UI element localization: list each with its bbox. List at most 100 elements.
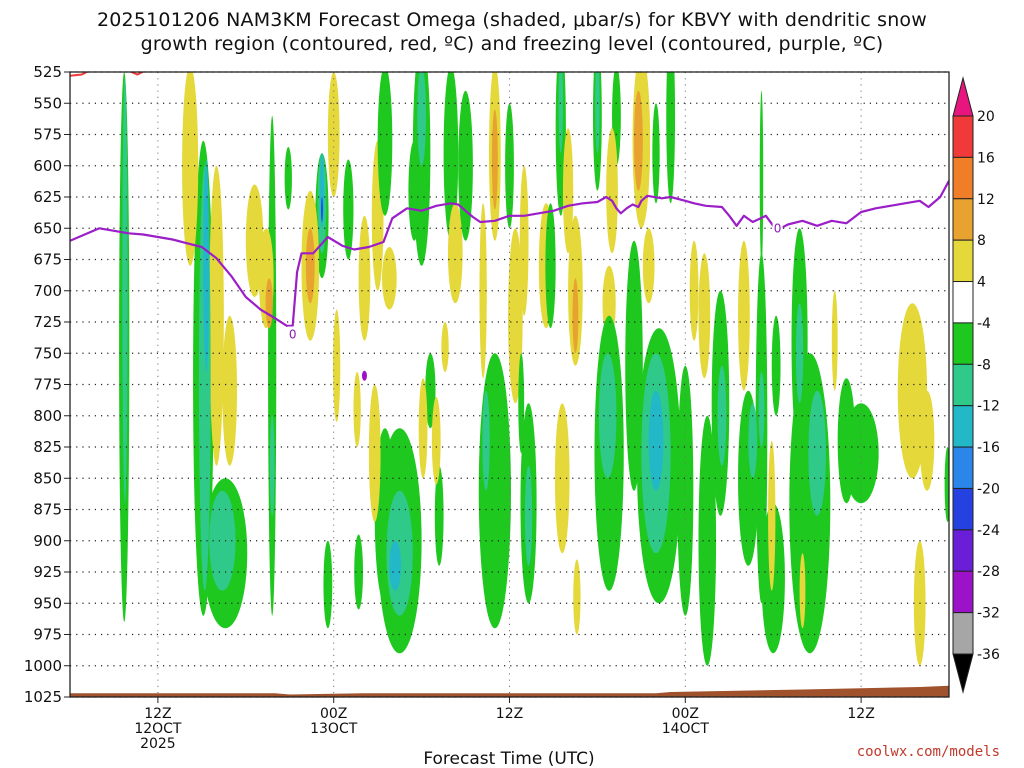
colorbar-band — [952, 239, 974, 283]
colorbar-label: -8 — [977, 357, 991, 373]
omega-region — [652, 103, 660, 204]
omega-region — [491, 109, 498, 210]
y-tick-label: 850 — [33, 469, 62, 487]
colorbar-band — [952, 198, 974, 241]
omega-region — [598, 353, 617, 479]
omega-region — [944, 447, 949, 522]
omega-region — [689, 240, 699, 341]
colorbar-band — [952, 281, 974, 324]
omega-region — [478, 353, 511, 629]
omega-region — [458, 90, 473, 241]
omega-region — [789, 353, 831, 654]
y-tick-label: 600 — [33, 157, 62, 175]
omega-region — [332, 309, 341, 422]
colorbar-label: -4 — [977, 316, 991, 332]
colorbar-band — [952, 529, 974, 572]
omega-region — [269, 415, 275, 516]
omega-region — [377, 72, 393, 216]
omega-shading — [119, 72, 949, 666]
y-tick-label: 800 — [33, 407, 62, 425]
omega-region — [698, 253, 711, 379]
colorbar-label: 16 — [977, 150, 995, 166]
omega-region — [222, 315, 238, 466]
freezing-level-contour — [70, 180, 949, 327]
omega-region — [245, 184, 264, 297]
omega-region — [209, 490, 236, 591]
omega-region — [284, 147, 292, 210]
colorbar-label: -28 — [977, 564, 1000, 580]
y-tick-label: 750 — [33, 344, 62, 362]
colorbar-label: 4 — [977, 275, 986, 291]
colorbar-band — [952, 487, 974, 531]
colorbar-band — [952, 446, 974, 489]
y-tick-label: 650 — [33, 219, 62, 237]
omega-region — [558, 72, 563, 154]
omega-region — [319, 153, 325, 229]
y-tick-label: 625 — [33, 188, 62, 206]
x-axis-title: Forecast Time (UTC) — [423, 749, 594, 768]
omega-region — [666, 72, 676, 204]
y-axis: 525 550 575 600 625 650 675 700 725 750 775 800 825 8… — [24, 63, 70, 706]
y-tick-label: 900 — [33, 532, 62, 550]
y-tick-label: 825 — [33, 438, 62, 456]
y-tick-label: 700 — [33, 282, 62, 300]
omega-region — [305, 228, 315, 304]
colorbar-label: 8 — [977, 233, 986, 249]
chart-title-line-1: 2025101206 NAM3KM Forecast Omega (shaded… — [96, 9, 927, 31]
omega-region — [554, 403, 570, 554]
omega-region — [182, 72, 199, 266]
colorbar-band — [952, 156, 974, 200]
y-tick-label: 975 — [33, 626, 62, 644]
y-tick-label: 675 — [33, 251, 62, 269]
colorbar: 20 16 12 8 4 -4 -8 -12 -16 -20 -24 -28 -32 -36 — [952, 76, 1000, 694]
omega-region — [677, 365, 694, 616]
colorbar-band — [952, 405, 974, 448]
ground-terrain — [70, 685, 949, 697]
omega-region — [642, 228, 655, 304]
y-tick-label: 575 — [33, 126, 62, 144]
omega-region — [408, 140, 421, 241]
omega-region — [425, 353, 436, 429]
omega-region — [508, 228, 523, 404]
omega-region — [771, 315, 781, 416]
colorbar-label: 20 — [977, 109, 995, 125]
colorbar-band — [952, 115, 974, 158]
grid — [70, 71, 949, 698]
colorbar-band — [952, 322, 974, 365]
omega-region — [209, 165, 224, 466]
colorbar-label: -12 — [977, 399, 1000, 415]
omega-region — [595, 72, 600, 154]
colorbar-label: 12 — [977, 192, 995, 208]
omega-region — [634, 90, 643, 191]
colorbar-label: -32 — [977, 606, 1000, 622]
omega-region — [361, 370, 367, 381]
x-tick-label: 00Z — [672, 706, 699, 722]
colorbar-band — [952, 363, 974, 407]
omega-region — [799, 553, 806, 629]
omega-region — [606, 128, 618, 254]
credit-text: coolwx.com/models — [857, 744, 1000, 760]
colorbar-band — [952, 653, 974, 694]
y-tick-label: 925 — [33, 563, 62, 581]
x-tick-label: 13OCT — [310, 721, 358, 737]
colorbar-label: -20 — [977, 481, 1000, 497]
y-tick-label: 950 — [33, 594, 62, 612]
omega-region — [353, 372, 361, 447]
omega-region — [831, 290, 838, 391]
omega-region — [919, 390, 935, 491]
y-tick-label: 525 — [33, 63, 62, 81]
colorbar-band — [952, 570, 974, 614]
omega-region — [122, 78, 128, 504]
omega-region — [431, 397, 441, 485]
omega-region — [203, 159, 210, 372]
omega-region — [368, 384, 381, 522]
omega-region — [441, 322, 449, 372]
contours: 00 — [70, 72, 949, 381]
x-tick-label: 12Z — [144, 706, 171, 722]
y-tick-label: 1025 — [24, 688, 62, 706]
chart-title-line-2: growth region (contoured, red, ºC) and f… — [140, 33, 884, 55]
omega-region — [389, 540, 402, 591]
colorbar-band — [952, 612, 974, 655]
colorbar-label: -36 — [977, 647, 1000, 663]
